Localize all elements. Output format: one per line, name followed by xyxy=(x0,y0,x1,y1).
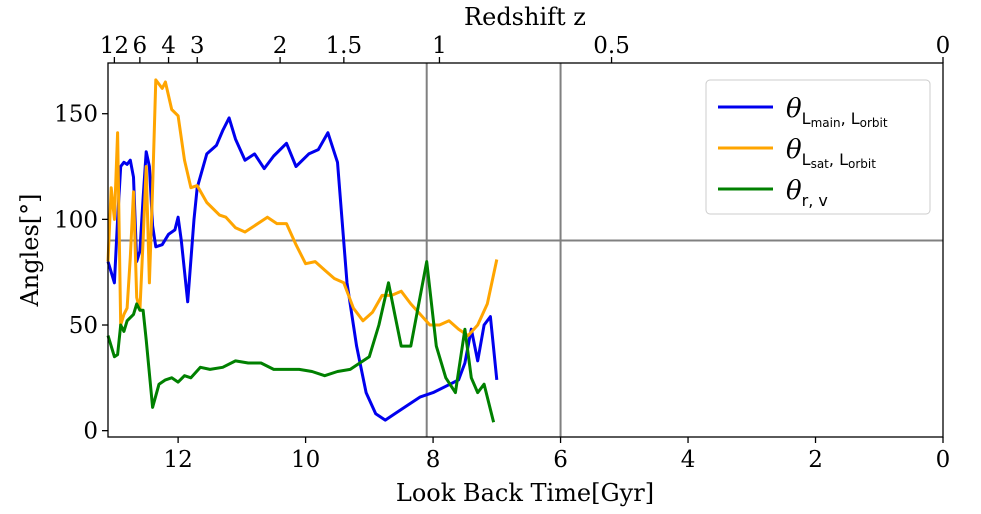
x-tick-label-8: 8 xyxy=(426,447,441,473)
series-line-main_orbit xyxy=(106,116,499,422)
x-tick-label-2: 2 xyxy=(808,447,823,473)
series-line-sat_orbit xyxy=(106,78,499,338)
legend-label-sat_orbit: θLsat, Lorbit xyxy=(786,135,876,171)
series-line-r_v xyxy=(106,260,496,423)
x-tick-label-6: 6 xyxy=(553,447,568,473)
top-axis-title: Redshift z xyxy=(464,3,586,31)
top-tick-label-8: 0 xyxy=(936,33,951,59)
legend-label-main_orbit: θLmain, Lorbit xyxy=(786,94,888,130)
top-tick-label-3: 3 xyxy=(190,33,205,59)
x-tick-label-12: 12 xyxy=(163,447,192,473)
x-axis-title: Look Back Time[Gyr] xyxy=(396,479,654,507)
top-tick-label-6: 1 xyxy=(432,33,447,59)
top-tick-label-7: 0.5 xyxy=(593,33,630,59)
x-tick-label-4: 4 xyxy=(681,447,696,473)
y-tick-label-150: 150 xyxy=(54,102,98,128)
legend-label-r_v: θr, v xyxy=(786,176,828,210)
top-tick-label-5: 1.5 xyxy=(326,33,363,59)
y-tick-label-100: 100 xyxy=(54,207,98,233)
legend: θLmain, Lorbit θLsat, Lorbit θr, v xyxy=(705,79,931,215)
y-axis-title: Angles[°] xyxy=(16,193,44,307)
series-layer xyxy=(106,78,499,423)
legend-box xyxy=(705,79,931,215)
y-tick-label-0: 0 xyxy=(83,419,98,445)
x-tick-label-0: 0 xyxy=(936,447,951,473)
top-tick-label-2: 4 xyxy=(161,33,176,59)
reference-lines xyxy=(108,63,943,437)
y-tick-label-50: 50 xyxy=(69,313,98,339)
top-tick-label-1: 6 xyxy=(133,33,148,59)
top-tick-label-4: 2 xyxy=(273,33,288,59)
top-tick-label-0: 12 xyxy=(100,33,129,59)
x-tick-label-10: 10 xyxy=(291,447,320,473)
plot-frame xyxy=(107,62,944,438)
